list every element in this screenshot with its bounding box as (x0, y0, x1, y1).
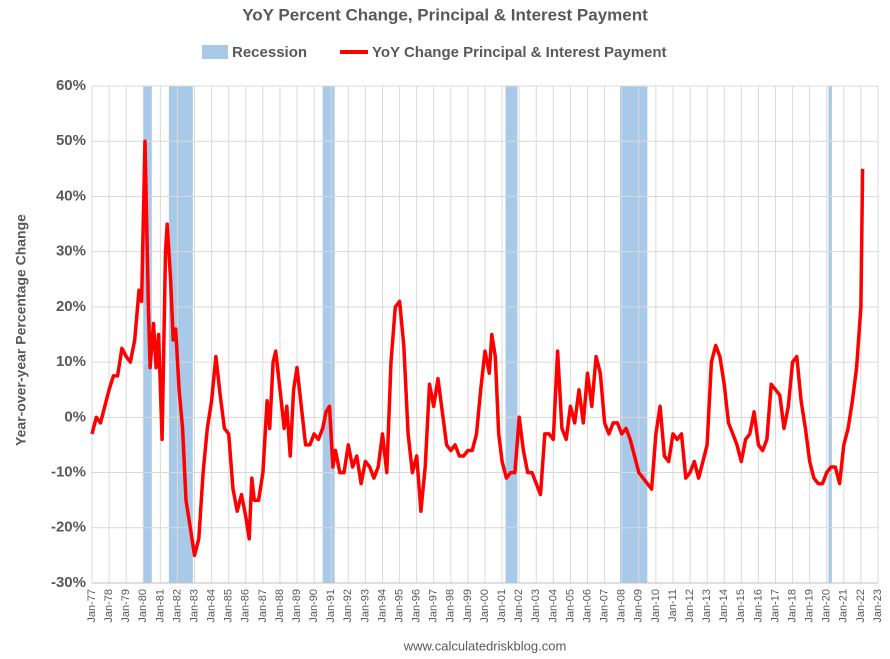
x-tick-label: Jan-03 (530, 589, 542, 623)
x-tick-label: Jan-05 (564, 589, 576, 623)
x-tick-label: Jan-97 (428, 589, 440, 623)
x-tick-label: Jan-08 (616, 589, 628, 623)
x-tick-label: Jan-83 (188, 589, 200, 623)
x-tick-label: Jan-85 (223, 589, 235, 623)
x-tick-label: Jan-20 (821, 589, 833, 623)
x-tick-label: Jan-84 (206, 589, 218, 623)
x-tick-label: Jan-98 (445, 589, 457, 623)
x-tick-label: Jan-90 (308, 589, 320, 623)
x-tick-label: Jan-07 (599, 589, 611, 623)
y-tick-label: 60% (56, 77, 86, 94)
x-tick-label: Jan-19 (804, 589, 816, 623)
x-tick-label: Jan-81 (154, 589, 166, 623)
x-tick-label: Jan-91 (325, 589, 337, 623)
y-tick-label: 40% (56, 187, 86, 204)
x-tick-label: Jan-23 (872, 589, 884, 623)
x-tick-label: Jan-89 (291, 589, 303, 623)
y-tick-label: -30% (51, 574, 86, 591)
source: www.calculatedriskblog.com (403, 638, 567, 653)
x-tick-label: Jan-04 (547, 589, 559, 623)
y-tick-label: 0% (64, 408, 86, 425)
x-tick-label: Jan-22 (855, 589, 867, 623)
x-tick-label: Jan-02 (513, 589, 525, 623)
legend-label: Recession (232, 44, 307, 61)
x-tick-label: Jan-21 (838, 589, 850, 623)
x-tick-label: Jan-78 (103, 589, 115, 623)
recession-band (168, 86, 193, 583)
x-tick-label: Jan-10 (650, 589, 662, 623)
chart-title: YoY Percent Change, Principal & Interest… (242, 5, 648, 24)
x-tick-label: Jan-15 (735, 589, 747, 623)
y-axis-label: Year-over-year Percentage Change (13, 214, 29, 446)
y-tick-label: -20% (51, 519, 86, 536)
x-tick-label: Jan-79 (120, 589, 132, 623)
x-tick-label: Jan-77 (86, 589, 98, 623)
x-tick-label: Jan-01 (496, 589, 508, 623)
y-tick-label: -10% (51, 464, 86, 481)
x-tick-label: Jan-17 (769, 589, 781, 623)
recession-band (505, 86, 518, 583)
x-tick-label: Jan-09 (633, 589, 645, 623)
x-tick-label: Jan-13 (701, 589, 713, 623)
y-tick-label: 20% (56, 298, 86, 315)
x-tick-label: Jan-86 (240, 589, 252, 623)
x-tick-label: Jan-82 (171, 589, 183, 623)
y-tick-label: 10% (56, 353, 86, 370)
x-tick-label: Jan-94 (376, 589, 388, 623)
data-line (90, 139, 865, 558)
x-tick-label: Jan-87 (257, 589, 269, 623)
legend-swatch (202, 45, 228, 59)
x-tick-label: Jan-88 (274, 589, 286, 623)
x-tick-label: Jan-12 (684, 589, 696, 623)
x-tick-label: Jan-93 (359, 589, 371, 623)
x-tick-label: Jan-18 (786, 589, 798, 623)
recession-band (828, 86, 832, 583)
x-tick-label: Jan-99 (462, 589, 474, 623)
y-tick-label: 30% (56, 243, 86, 260)
x-tick-label: Jan-16 (752, 589, 764, 623)
x-tick-label: Jan-95 (393, 589, 405, 623)
x-tick-label: Jan-11 (667, 589, 679, 622)
x-tick-label: Jan-06 (581, 589, 593, 623)
x-tick-label: Jan-00 (479, 589, 491, 623)
recession-band (619, 86, 648, 583)
x-tick-label: Jan-96 (411, 589, 423, 623)
legend-label: YoY Change Principal & Interest Payment (372, 44, 667, 61)
x-tick-label: Jan-92 (342, 589, 354, 623)
recession-band (322, 86, 335, 583)
y-tick-label: 50% (56, 132, 86, 149)
x-tick-label: Jan-14 (718, 589, 730, 623)
x-tick-label: Jan-80 (137, 589, 149, 623)
